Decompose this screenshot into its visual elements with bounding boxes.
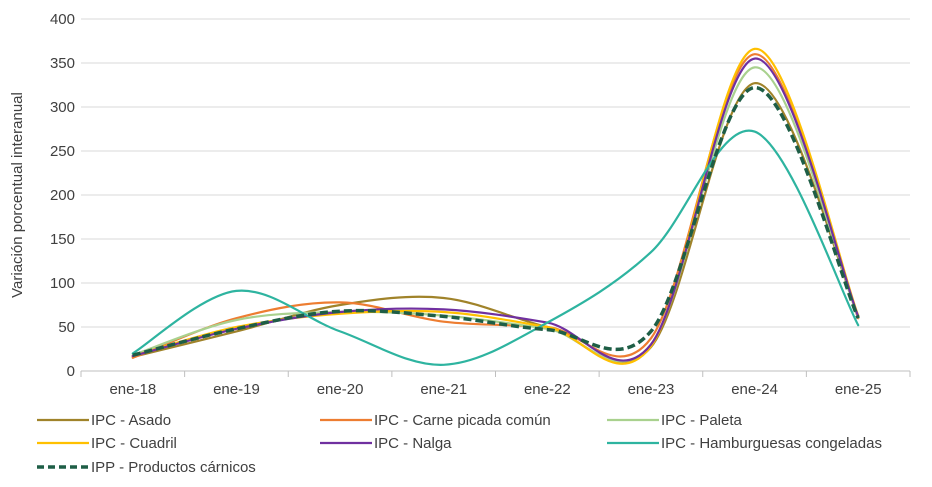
y-tick-label: 250 <box>50 143 75 160</box>
legend-label-6: IPP - Productos cárnicos <box>91 459 256 476</box>
series-line-6 <box>132 85 860 357</box>
x-tick-label: ene-22 <box>524 381 571 398</box>
y-tick-label: 100 <box>50 275 75 292</box>
y-tick-label: 350 <box>50 55 75 72</box>
series-line-4 <box>131 57 860 362</box>
legend-label-3: IPC - Cuadril <box>91 435 177 452</box>
gridlines <box>81 18 910 328</box>
series-line-1 <box>131 53 860 359</box>
x-tick-label: ene-25 <box>835 381 882 398</box>
y-tick-label: 400 <box>50 11 75 28</box>
x-tick-label: ene-21 <box>420 381 467 398</box>
x-tick-label: ene-19 <box>213 381 260 398</box>
series-line-5 <box>131 129 860 366</box>
x-tick-label: ene-24 <box>731 381 778 398</box>
x-tick-label: ene-20 <box>317 381 364 398</box>
y-tick-label: 0 <box>67 363 75 380</box>
legend-label-2: IPC - Paleta <box>661 412 743 429</box>
legend-label-5: IPC - Hamburguesas congeladas <box>661 435 882 452</box>
y-tick-label: 300 <box>50 99 75 116</box>
x-tick-label: ene-23 <box>628 381 675 398</box>
legend-label-1: IPC - Carne picada común <box>374 412 551 429</box>
y-tick-label: 150 <box>50 231 75 248</box>
series-lines <box>131 47 860 366</box>
y-axis: 0 50 100 150 200 250 300 350 400 <box>50 11 75 380</box>
legend-label-0: IPC - Asado <box>91 412 171 429</box>
y-axis-title: Variación porcentual interanual <box>9 92 26 298</box>
y-tick-label: 200 <box>50 187 75 204</box>
y-tick-label: 50 <box>58 319 75 336</box>
legend-label-4: IPC - Nalga <box>374 435 452 452</box>
x-tick-label: ene-18 <box>109 381 156 398</box>
legend: IPC - Asado IPC - Carne picada común IPC -… <box>37 412 882 476</box>
x-axis: ene-18 ene-19 ene-20 ene-21 ene-22 ene-23 ene-… <box>80 370 911 398</box>
